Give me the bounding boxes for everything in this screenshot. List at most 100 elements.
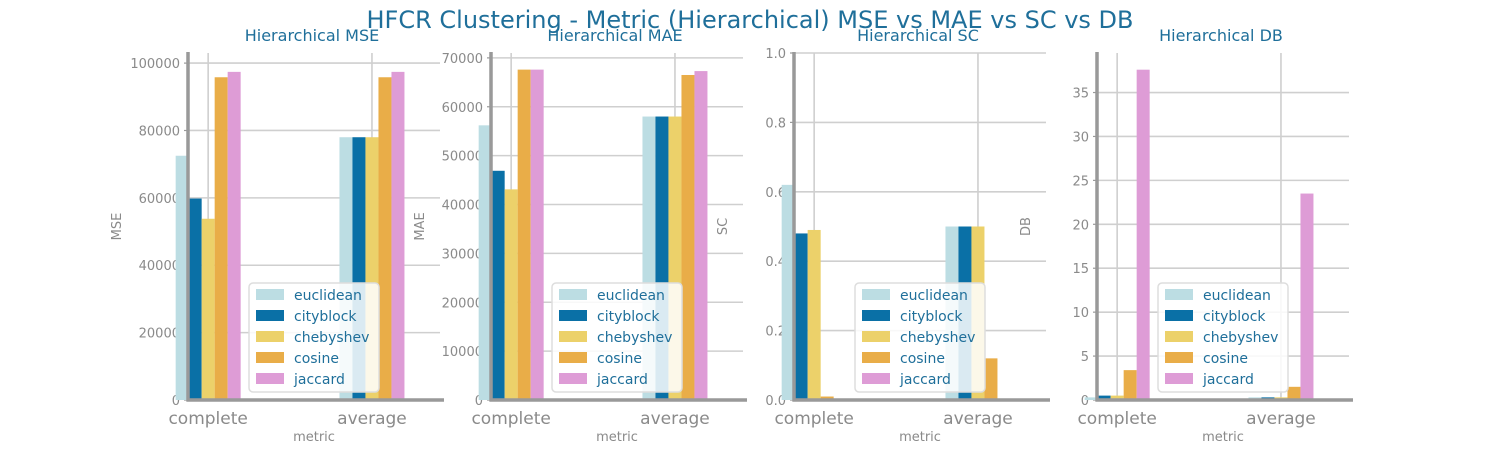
legend-swatch-cosine [862, 352, 890, 363]
legend-swatch-euclidean [256, 289, 284, 300]
ytick-label: 40000 [442, 199, 483, 214]
ytick-label: 20000 [139, 327, 180, 342]
legend-swatch-cityblock [862, 310, 890, 321]
xtick-label: average [943, 409, 1013, 429]
legend-label-chebyshev: chebyshev [1203, 330, 1278, 346]
bar-cosine-average [1287, 386, 1301, 400]
ytick-label: 35 [1072, 87, 1089, 102]
ytick-label: 30 [1072, 130, 1089, 145]
legend-swatch-euclidean [862, 289, 890, 300]
subplot-mse: 0 20000 40000 60000 80000 100000 complete avera… [110, 26, 444, 445]
xtick-label: average [1246, 409, 1316, 429]
bar-cityblock-complete [794, 233, 808, 400]
legend-swatch-jaccard [862, 373, 890, 384]
ytick-label: 80000 [139, 124, 180, 139]
xtick-label: average [337, 409, 407, 429]
ytick-label: 0.8 [765, 116, 786, 131]
ytick-label: 10000 [442, 345, 483, 360]
legend-swatch-cityblock [1165, 310, 1193, 321]
legend-swatch-cosine [559, 352, 587, 363]
x-axis-label: metric [1202, 430, 1244, 445]
ytick-label: 20 [1072, 218, 1089, 233]
legend-swatch-jaccard [256, 373, 284, 384]
ytick-label: 0 [172, 394, 180, 409]
ytick-label: 50000 [442, 150, 483, 165]
ytick-label: 0 [475, 394, 483, 409]
legend-label-euclidean: euclidean [900, 288, 968, 304]
legend-swatch-euclidean [1165, 289, 1193, 300]
subplot-mae: 0 10000 20000 30000 40000 50000 60000 70000 comp… [413, 26, 747, 445]
legend-swatch-cityblock [559, 310, 587, 321]
legend-swatch-chebyshev [559, 331, 587, 342]
legend-label-cityblock: cityblock [294, 309, 357, 325]
xtick-label: average [640, 409, 710, 429]
bar-jaccard-complete [227, 71, 241, 400]
legend-label-cityblock: cityblock [597, 309, 660, 325]
bar-jaccard-complete [530, 69, 544, 400]
ytick-label: 70000 [442, 52, 483, 67]
bar-chebyshev-complete [1110, 395, 1124, 400]
legend-label-cityblock: cityblock [1203, 309, 1266, 325]
bar-cityblock-complete [1097, 395, 1111, 400]
legend-label-euclidean: euclidean [597, 288, 665, 304]
bar-euclidean-complete [478, 125, 492, 400]
legend-label-cosine: cosine [597, 351, 642, 367]
ytick-label: 40000 [139, 259, 180, 274]
y-axis-label: DB [1019, 217, 1034, 236]
legend-label-cityblock: cityblock [900, 309, 963, 325]
bar-chebyshev-complete [504, 189, 518, 400]
ytick-label: 0 [1081, 394, 1089, 409]
ytick-label: 30000 [442, 247, 483, 262]
x-axis-label: metric [596, 430, 638, 445]
legend-swatch-jaccard [559, 373, 587, 384]
bar-euclidean-complete [1084, 397, 1098, 400]
subplot-title: Hierarchical MSE [245, 26, 380, 45]
bar-cosine-complete [1123, 370, 1137, 400]
ytick-label: 100000 [130, 57, 180, 72]
y-axis-label: SC [716, 218, 731, 235]
legend-label-cosine: cosine [1203, 351, 1248, 367]
bar-euclidean-complete [175, 155, 189, 400]
ytick-label: 25 [1072, 174, 1089, 189]
bar-cosine-average [984, 358, 998, 400]
legend-swatch-euclidean [559, 289, 587, 300]
bar-cosine-complete [214, 77, 228, 400]
x-axis-label: metric [899, 430, 941, 445]
legend-label-chebyshev: chebyshev [900, 330, 975, 346]
legend: euclidean cityblock chebyshev cosine jaccard [854, 282, 986, 393]
bar-jaccard-complete [1136, 69, 1150, 401]
legend-label-jaccard: jaccard [293, 372, 345, 388]
legend-label-chebyshev: chebyshev [597, 330, 672, 346]
legend-label-jaccard: jaccard [1202, 372, 1254, 388]
ytick-label: 0.2 [765, 325, 786, 340]
xtick-label: complete [1077, 409, 1156, 429]
figure-title: HFCR Clustering - Metric (Hierarchical) … [367, 6, 1134, 34]
ytick-label: 0.0 [765, 394, 786, 409]
bar-jaccard-average [1300, 193, 1314, 400]
y-axis-label: MSE [110, 213, 125, 241]
legend-swatch-cosine [1165, 352, 1193, 363]
legend-swatch-chebyshev [862, 331, 890, 342]
legend: euclidean cityblock chebyshev cosine jaccard [551, 282, 683, 393]
xtick-label: complete [471, 409, 550, 429]
bar-euclidean-complete [781, 184, 795, 400]
ytick-label: 20000 [442, 296, 483, 311]
legend-label-cosine: cosine [294, 351, 339, 367]
y-axis-label: MAE [413, 212, 428, 240]
legend-swatch-chebyshev [1165, 331, 1193, 342]
bar-jaccard-average [391, 71, 405, 400]
ytick-label: 0.4 [765, 255, 786, 270]
legend-label-euclidean: euclidean [294, 288, 362, 304]
bar-cosine-complete [517, 69, 531, 400]
legend-swatch-jaccard [1165, 373, 1193, 384]
bar-cosine-average [378, 77, 392, 400]
subplot-title: Hierarchical SC [857, 26, 979, 45]
ytick-label: 0.6 [765, 186, 786, 201]
xtick-label: complete [168, 409, 247, 429]
xtick-label: complete [774, 409, 853, 429]
subplot-title: Hierarchical DB [1159, 26, 1283, 45]
